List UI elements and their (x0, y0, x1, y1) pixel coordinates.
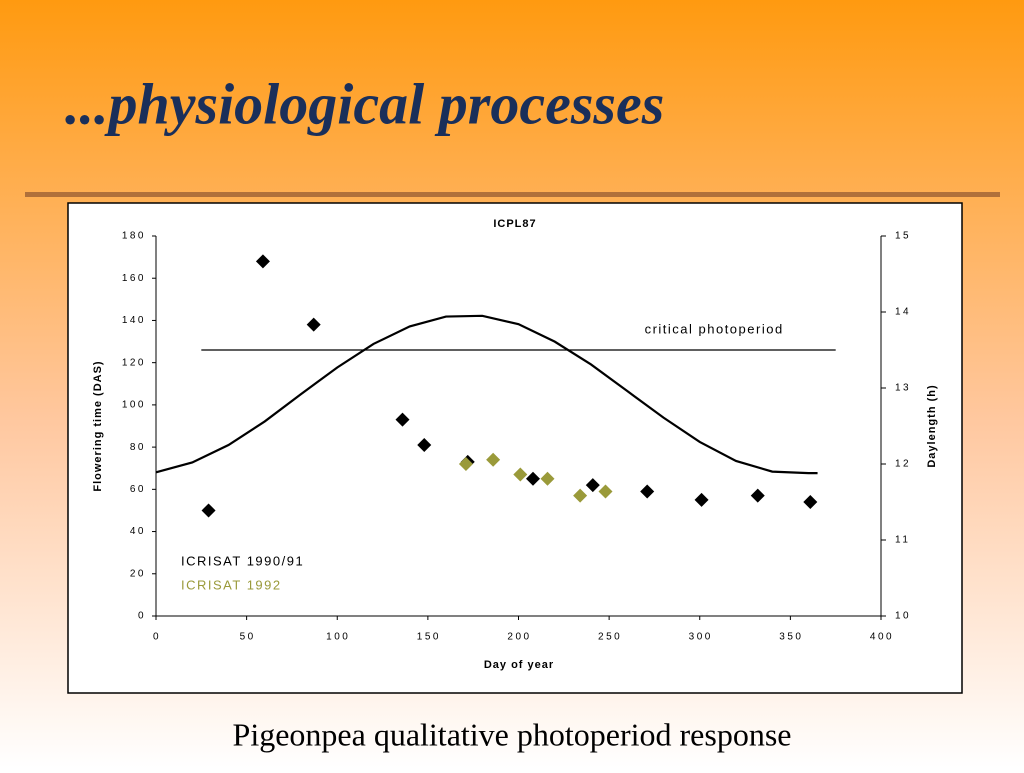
data-point (640, 484, 655, 499)
data-point (540, 471, 555, 486)
y2-tick-label: 12 (895, 459, 911, 470)
data-point (598, 484, 613, 499)
y-axis-label: Flowering time (DAS) (92, 360, 104, 491)
data-point (585, 478, 600, 493)
y-tick-label: 160 (122, 273, 146, 284)
y-tick-label: 0 (138, 611, 146, 622)
y-tick-label: 100 (122, 400, 146, 411)
y2-tick-label: 10 (895, 611, 911, 622)
divider (25, 192, 1000, 197)
y-tick-label: 140 (122, 315, 146, 326)
y-tick-label: 80 (130, 442, 146, 453)
y-tick-label: 40 (130, 526, 146, 537)
chart: ICPL870204060801001201401601801011121314… (92, 218, 938, 671)
x-tick-label: 0 (153, 632, 161, 643)
y-tick-label: 20 (130, 568, 146, 579)
data-point (395, 412, 410, 427)
y2-tick-label: 13 (895, 383, 911, 394)
y2-axis-label: Daylength (h) (926, 384, 938, 467)
x-tick-label: 200 (507, 632, 531, 643)
x-tick-label: 50 (240, 632, 256, 643)
legend-entry: ICRISAT 1992 (181, 577, 282, 592)
data-point (513, 467, 528, 482)
x-tick-label: 300 (689, 632, 713, 643)
chart-title: ICPL87 (493, 218, 536, 230)
caption: Pigeonpea qualitative photoperiod respon… (233, 716, 792, 752)
y-tick-label: 120 (122, 357, 146, 368)
reference-label: critical photoperiod (645, 321, 784, 336)
x-tick-label: 350 (779, 632, 803, 643)
data-point (458, 457, 473, 471)
x-tick-label: 150 (417, 632, 441, 643)
y-tick-label: 180 (122, 231, 146, 242)
data-point (750, 488, 765, 503)
data-point (255, 254, 270, 269)
y2-tick-label: 11 (895, 535, 910, 546)
data-point (306, 317, 321, 332)
data-point (486, 452, 501, 467)
x-axis-label: Day of year (484, 659, 554, 671)
chart-frame (67, 202, 963, 694)
x-tick-label: 250 (598, 632, 622, 643)
data-point (694, 492, 709, 507)
y2-tick-label: 15 (895, 231, 911, 242)
data-point (201, 503, 216, 518)
legend-entry: ICRISAT 1990/91 (181, 553, 304, 568)
daylength-line (155, 314, 818, 475)
y-tick-label: 60 (130, 484, 146, 495)
x-tick-label: 100 (326, 632, 350, 643)
data-point (526, 471, 540, 486)
data-point (417, 438, 432, 452)
data-point (573, 488, 588, 503)
data-point (803, 495, 818, 509)
slide-title: ...physiological processes (65, 71, 664, 136)
y2-tick-label: 14 (895, 307, 911, 318)
x-tick-label: 400 (870, 632, 894, 643)
